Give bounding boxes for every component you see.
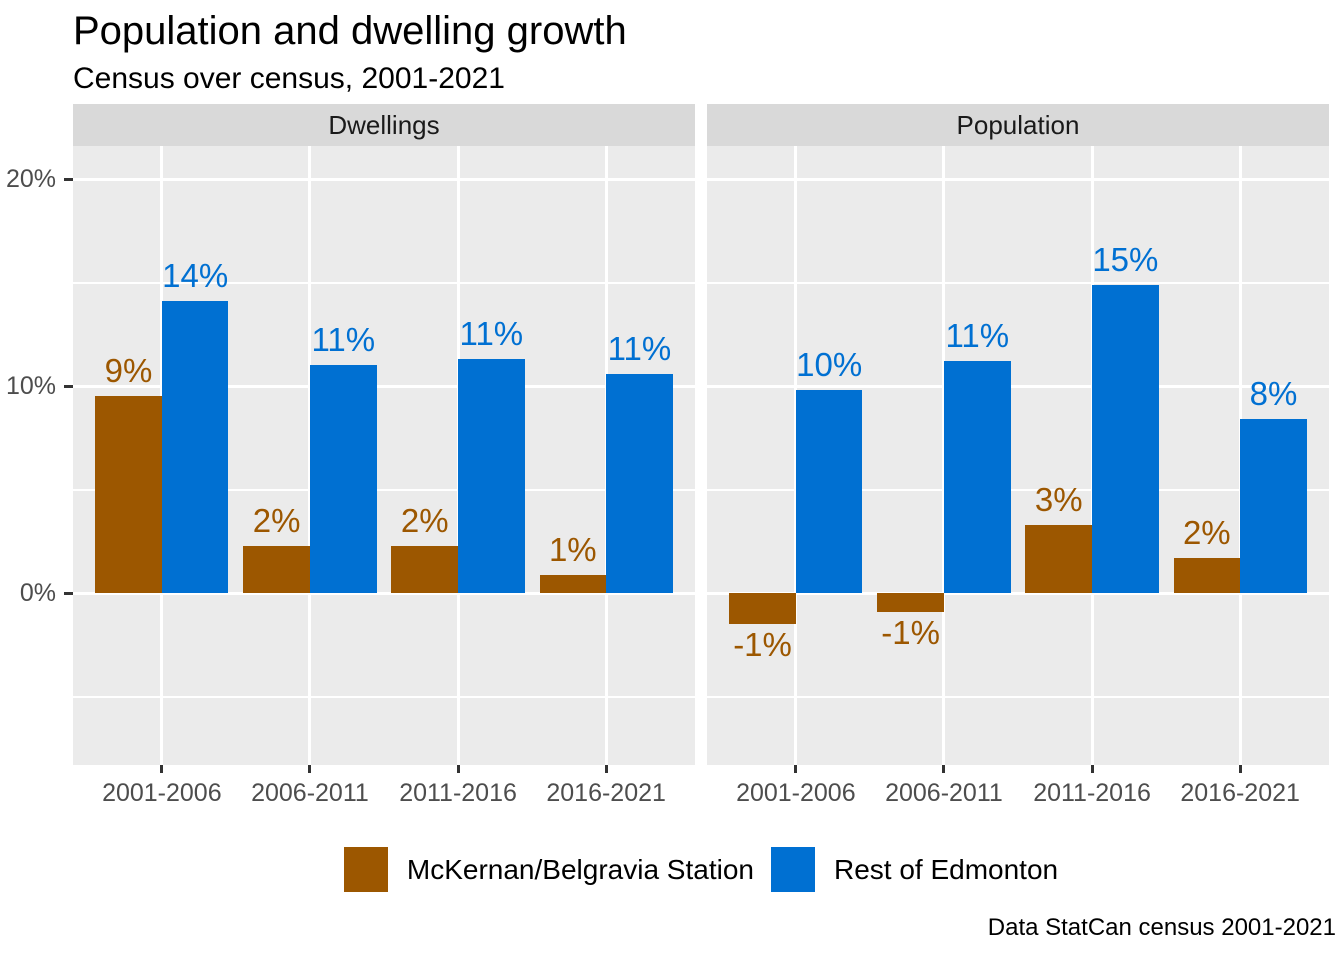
x-tickmark — [456, 765, 460, 773]
bar-label: 2% — [252, 501, 301, 539]
bar-label: 9% — [104, 352, 153, 390]
y-tick-label: 0% — [19, 579, 56, 608]
gridline-minor — [73, 281, 695, 284]
bar-label: 11% — [945, 317, 1010, 355]
y-tick-label: 20% — [5, 165, 56, 194]
bar-label: -1% — [881, 613, 940, 651]
bar — [458, 359, 525, 594]
gridline-major — [73, 384, 695, 388]
gridline-minor — [707, 695, 1329, 698]
bar-label: 2% — [400, 501, 449, 539]
panel-population — [707, 146, 1329, 765]
bar — [877, 593, 944, 612]
legend-item: Rest of Edmonton — [770, 847, 1059, 892]
x-tick-label: 2011-2016 — [399, 779, 517, 807]
gridline-minor — [73, 488, 695, 491]
legend-label: Rest of Edmonton — [833, 853, 1059, 885]
bar — [243, 545, 310, 594]
legend-swatch — [343, 847, 388, 892]
facet-strip: Dwellings — [73, 104, 695, 146]
x-tickmark — [942, 765, 946, 773]
legend-label: McKernan/Belgravia Station — [406, 853, 754, 885]
bar-label: 8% — [1249, 375, 1298, 413]
gridline-minor — [73, 695, 695, 698]
bar-label: -1% — [733, 626, 792, 664]
bar — [729, 593, 796, 625]
x-tickmark — [1238, 765, 1242, 773]
bar-label: 14% — [162, 257, 229, 295]
gridline-minor — [707, 488, 1329, 491]
y-tickmark — [64, 591, 73, 595]
gridline-major — [707, 177, 1329, 181]
bar — [539, 574, 607, 594]
x-tick-label: 2016-2021 — [546, 779, 666, 807]
bar — [309, 365, 377, 594]
x-tickmark — [794, 765, 798, 773]
gridline-major — [73, 177, 695, 181]
bar-label: 11% — [311, 321, 376, 359]
bar — [943, 361, 1011, 594]
bar — [161, 301, 229, 594]
x-tickmark — [308, 765, 312, 773]
x-tickmark — [604, 765, 608, 773]
y-tick-label: 10% — [5, 372, 56, 401]
x-tick-label: 2001-2006 — [102, 779, 222, 807]
chart-title: Population and dwelling growth — [73, 9, 627, 53]
gridline-major — [73, 591, 695, 595]
legend-item: McKernan/Belgravia Station — [343, 847, 754, 892]
legend-swatch — [770, 847, 815, 892]
x-tickmark — [1090, 765, 1094, 773]
y-tickmark — [64, 177, 73, 181]
bar — [795, 390, 863, 594]
y-tickmark — [64, 384, 73, 388]
x-tick-label: 2006-2011 — [885, 779, 1003, 807]
gridline-major — [707, 591, 1329, 595]
gridline-major — [707, 384, 1329, 388]
panel-dwellings — [73, 146, 695, 765]
bar — [1173, 557, 1241, 594]
chart-subtitle: Census over census, 2001-2021 — [73, 62, 505, 95]
bar-label: 3% — [1034, 480, 1083, 518]
bar — [95, 396, 162, 594]
x-tick-label: 2006-2011 — [251, 779, 369, 807]
facet-strip-label: Population — [956, 109, 1080, 140]
x-tick-label: 2011-2016 — [1033, 779, 1151, 807]
bar — [606, 373, 673, 594]
legend: McKernan/Belgravia Station Rest of Edmont… — [73, 847, 1329, 892]
bar-label: 15% — [1092, 240, 1159, 278]
bar — [391, 545, 459, 594]
bar — [1092, 284, 1159, 594]
facet-strip-label: Dwellings — [328, 109, 440, 140]
bar-label: 11% — [607, 329, 672, 367]
bar — [1025, 524, 1093, 594]
x-tick-label: 2001-2006 — [736, 779, 856, 807]
x-tick-label: 2016-2021 — [1180, 779, 1300, 807]
bar-label: 11% — [459, 315, 524, 353]
chart-caption: Data StatCan census 2001-2021 — [987, 914, 1336, 941]
bar-label: 1% — [548, 530, 597, 568]
bar-label: 10% — [796, 346, 863, 384]
bar-label: 2% — [1182, 513, 1231, 551]
facet-strip: Population — [707, 104, 1329, 146]
gridline-minor — [707, 281, 1329, 284]
x-tickmark — [160, 765, 164, 773]
bar — [1240, 419, 1307, 594]
